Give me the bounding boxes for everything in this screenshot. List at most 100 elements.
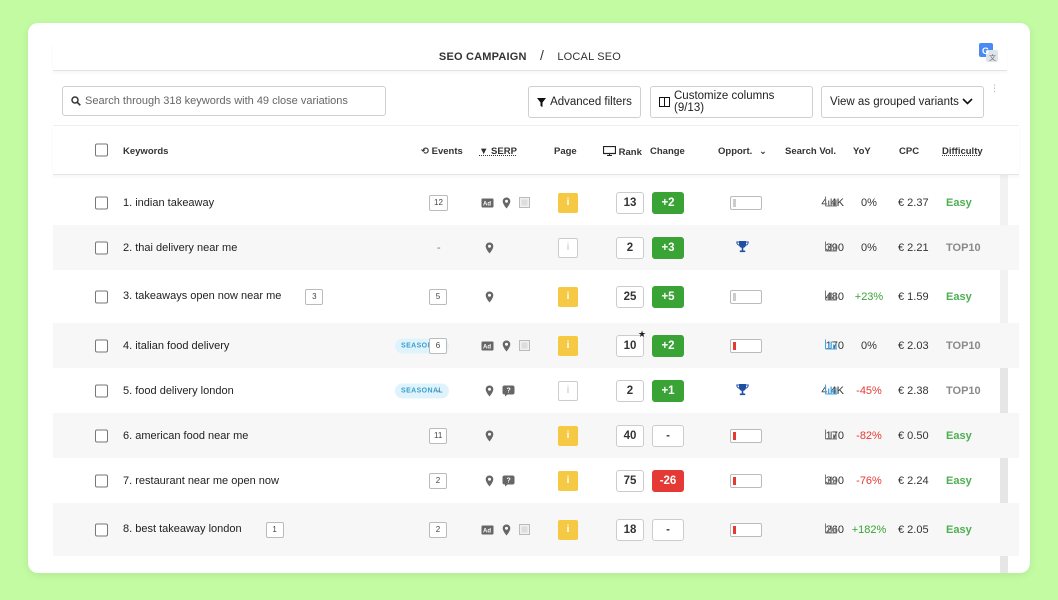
rank-value[interactable]: 75 bbox=[616, 469, 644, 492]
col-serp[interactable]: ▼ SERP bbox=[479, 146, 517, 157]
breadcrumb-page: LOCAL SEO bbox=[557, 51, 622, 63]
page-info-icon[interactable]: i bbox=[558, 470, 578, 491]
events-count-badge[interactable]: 5 bbox=[429, 288, 447, 305]
col-events[interactable]: ⟲ Events bbox=[421, 146, 463, 157]
col-change[interactable]: Change bbox=[650, 146, 685, 157]
keyword-search[interactable] bbox=[62, 86, 386, 116]
map-pin-icon bbox=[485, 430, 494, 442]
search-input[interactable] bbox=[85, 95, 375, 107]
review-icon: ? bbox=[502, 385, 515, 397]
keyword-text: 1. indian takeaway bbox=[123, 196, 215, 209]
col-cpc[interactable]: CPC bbox=[899, 146, 920, 157]
keyword-cell[interactable]: 2. thai delivery near me bbox=[123, 242, 237, 254]
keyword-text: 4. italian food delivery bbox=[123, 339, 230, 352]
volume-trend-icon[interactable] bbox=[825, 523, 837, 536]
rank-value[interactable]: 2 bbox=[616, 236, 644, 259]
rank-value[interactable]: 18 bbox=[616, 518, 644, 541]
svg-text:?: ? bbox=[507, 477, 511, 484]
col-keywords[interactable]: Keywords bbox=[123, 146, 169, 157]
row-checkbox[interactable] bbox=[95, 474, 108, 487]
change-value: +3 bbox=[652, 236, 684, 259]
volume-trend-icon[interactable] bbox=[825, 339, 837, 352]
events-count-badge[interactable]: 2 bbox=[429, 472, 447, 489]
yoy-value: -82% bbox=[856, 429, 882, 442]
volume-trend-icon[interactable] bbox=[825, 474, 837, 487]
chevron-down-icon bbox=[962, 96, 973, 108]
row-checkbox[interactable] bbox=[95, 339, 108, 352]
events-cell[interactable]: 11 bbox=[429, 427, 448, 444]
opportunity-bar bbox=[730, 473, 762, 488]
events-count-badge[interactable]: 6 bbox=[429, 337, 447, 354]
volume-trend-icon[interactable] bbox=[825, 290, 837, 303]
row-checkbox[interactable] bbox=[95, 429, 108, 442]
scrollbar-thumb[interactable] bbox=[1000, 353, 1008, 573]
page-info-icon-disabled[interactable]: i bbox=[558, 380, 578, 401]
col-page[interactable]: Page bbox=[554, 146, 577, 157]
page-info-icon[interactable]: i bbox=[558, 286, 578, 307]
col-rank[interactable]: Rank bbox=[602, 145, 642, 159]
row-checkbox[interactable] bbox=[95, 196, 108, 209]
row-checkbox[interactable] bbox=[95, 384, 108, 397]
volume-trend-icon[interactable] bbox=[825, 429, 837, 442]
difficulty-value: TOP10 bbox=[946, 339, 981, 352]
page-info-icon[interactable]: i bbox=[558, 425, 578, 446]
volume-trend-icon[interactable] bbox=[825, 384, 837, 397]
page-info-icon[interactable]: i bbox=[558, 335, 578, 356]
keyword-cell[interactable]: 6. american food near me bbox=[123, 430, 248, 442]
rank-value[interactable]: 25 bbox=[616, 285, 644, 308]
select-all-checkbox[interactable] bbox=[95, 143, 108, 157]
translate-icon[interactable]: G 文 bbox=[979, 43, 999, 63]
keyword-cell[interactable]: 3. takeaways open now near me 3 bbox=[123, 288, 324, 305]
review-icon: ? bbox=[502, 475, 515, 487]
serp-features: ? bbox=[485, 475, 515, 487]
col-difficulty[interactable]: Difficulty bbox=[942, 146, 983, 157]
rank-value[interactable]: 40 bbox=[616, 424, 644, 447]
app-card: SEO CAMPAIGN / LOCAL SEO G 文 Advanc bbox=[28, 23, 1030, 573]
volume-trend-icon[interactable] bbox=[825, 196, 837, 209]
events-cell[interactable]: 6 bbox=[429, 337, 447, 354]
rank-value[interactable]: 10 bbox=[616, 334, 644, 357]
seasonal-badge: SEASONAL bbox=[395, 383, 450, 398]
col-search-volume[interactable]: Search Vol. bbox=[785, 146, 837, 157]
volume-trend-icon[interactable] bbox=[825, 241, 837, 254]
events-count-badge[interactable]: 12 bbox=[429, 194, 448, 211]
row-checkbox[interactable] bbox=[95, 523, 108, 536]
events-cell[interactable]: 2 bbox=[429, 521, 447, 538]
difficulty-value: TOP10 bbox=[946, 384, 981, 397]
opportunity-fill bbox=[733, 431, 736, 440]
customize-columns-button[interactable]: Customize columns (9/13) bbox=[650, 86, 813, 118]
page-info-icon-disabled[interactable]: i bbox=[558, 237, 578, 258]
col-yoy[interactable]: YoY bbox=[853, 146, 871, 157]
change-value: - bbox=[652, 518, 684, 541]
events-cell[interactable]: 2 bbox=[429, 472, 447, 489]
keyword-cell[interactable]: 1. indian takeaway bbox=[123, 197, 214, 209]
events-cell[interactable]: 5 bbox=[429, 288, 447, 305]
advanced-filters-button[interactable]: Advanced filters bbox=[528, 86, 641, 118]
events-count-badge[interactable]: 11 bbox=[429, 427, 448, 444]
col-opportunity[interactable]: Opport. ⌄ bbox=[718, 146, 767, 157]
events-cell[interactable]: 12 bbox=[429, 194, 448, 211]
view-mode-select[interactable]: View as grouped variants bbox=[821, 86, 984, 118]
more-options-icon[interactable]: ⋮ bbox=[990, 83, 999, 93]
keyword-cell[interactable]: 8. best takeaway london 1 bbox=[123, 521, 284, 538]
page-info-icon[interactable]: i bbox=[558, 519, 578, 540]
svg-text:Ad: Ad bbox=[483, 344, 491, 350]
keyword-cell[interactable]: 7. restaurant near me open now bbox=[123, 475, 279, 487]
keyword-cell[interactable]: 5. food delivery london bbox=[123, 385, 234, 397]
row-checkbox[interactable] bbox=[95, 241, 108, 254]
breadcrumb-campaign[interactable]: SEO CAMPAIGN bbox=[438, 51, 527, 63]
columns-icon bbox=[659, 97, 670, 107]
page-info-icon[interactable]: i bbox=[558, 192, 578, 213]
keyword-text: 5. food delivery london bbox=[123, 384, 234, 397]
cpc-value: € 1.59 bbox=[898, 290, 929, 303]
rank-value[interactable]: 13 bbox=[616, 191, 644, 214]
table-row: 7. restaurant near me open now 2? i 75 -26 39… bbox=[53, 458, 1019, 503]
variants-count-badge[interactable]: 1 bbox=[265, 521, 284, 538]
serp-features: Ad bbox=[481, 524, 530, 536]
rank-value[interactable]: 2 bbox=[616, 379, 644, 402]
events-count-badge[interactable]: 2 bbox=[429, 521, 447, 538]
change-value: - bbox=[652, 424, 684, 447]
keyword-cell[interactable]: 4. italian food delivery bbox=[123, 340, 229, 352]
row-checkbox[interactable] bbox=[95, 290, 108, 303]
variants-count-badge[interactable]: 3 bbox=[305, 288, 324, 305]
